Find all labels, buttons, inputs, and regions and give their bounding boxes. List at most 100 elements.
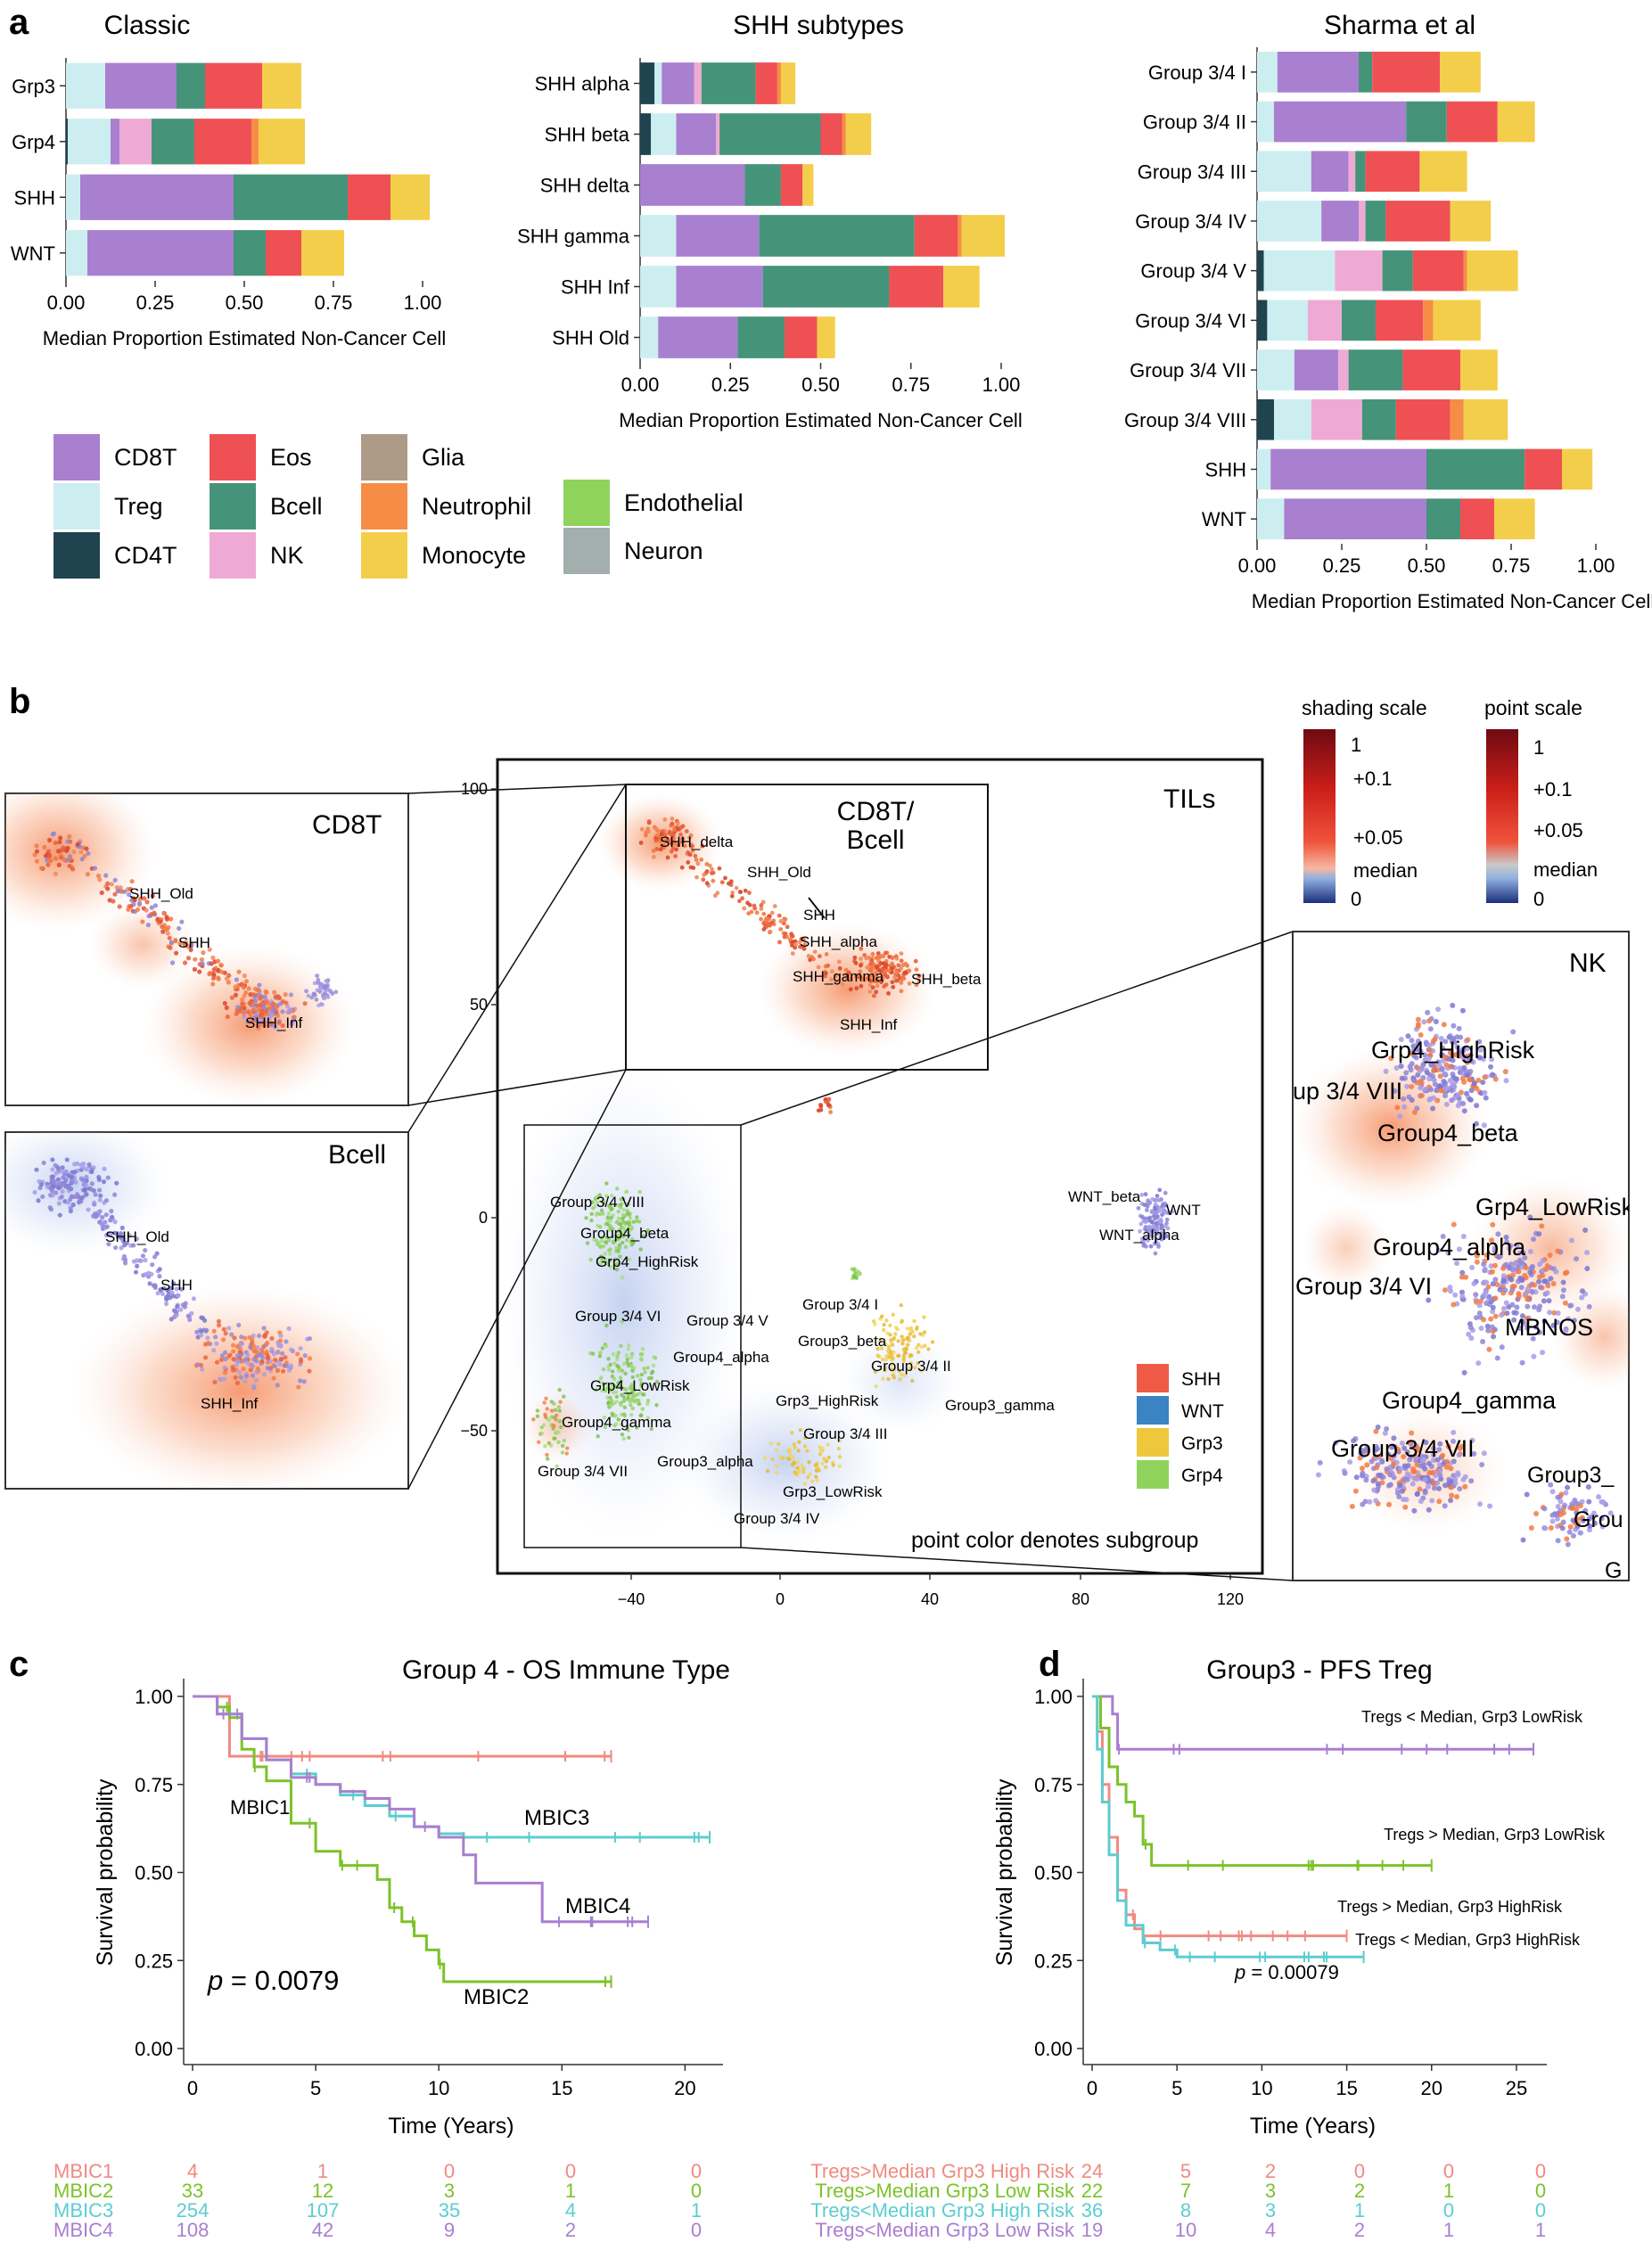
point — [645, 1228, 650, 1233]
point-scale-label: median — [1533, 858, 1598, 881]
point — [552, 1415, 556, 1420]
point — [78, 850, 84, 855]
point — [734, 885, 739, 891]
barA2-bar-CD8T — [676, 215, 760, 257]
point — [220, 1337, 226, 1343]
point — [270, 1008, 275, 1014]
point — [654, 846, 660, 851]
point — [229, 1332, 234, 1337]
point — [868, 978, 873, 983]
point — [127, 891, 132, 898]
point — [1590, 1510, 1597, 1516]
point — [1462, 1483, 1468, 1490]
subgroup-swatch-Grp4 — [1137, 1460, 1169, 1489]
point — [619, 1422, 623, 1427]
point — [53, 1190, 59, 1195]
point — [620, 1276, 625, 1280]
point — [627, 1222, 631, 1227]
nk-label: Group3_ — [1527, 1463, 1615, 1488]
point — [602, 1416, 607, 1420]
barA2-title: SHH subtypes — [733, 11, 904, 40]
point — [884, 1357, 889, 1362]
kmC-xlabel: Time (Years) — [388, 2114, 514, 2139]
point — [1428, 1087, 1434, 1093]
point — [1153, 1251, 1158, 1256]
point — [1489, 1237, 1495, 1244]
point — [1451, 1429, 1457, 1435]
point — [1426, 1042, 1433, 1048]
point — [850, 1267, 854, 1271]
point — [598, 1261, 603, 1266]
point — [1525, 1286, 1531, 1293]
point — [618, 1254, 622, 1259]
point — [711, 870, 716, 875]
point — [1391, 1461, 1397, 1467]
point — [658, 847, 663, 852]
subgroup-swatch-SHH — [1137, 1364, 1169, 1392]
point — [892, 1350, 896, 1355]
point — [1451, 1438, 1457, 1444]
point — [1387, 1472, 1393, 1478]
point — [298, 1345, 303, 1351]
point — [138, 1258, 144, 1264]
point — [242, 973, 247, 979]
barA3-category: Group 3/4 VI — [1135, 309, 1246, 332]
point — [222, 1350, 228, 1355]
point — [214, 1341, 219, 1346]
point — [1375, 1481, 1381, 1487]
point — [200, 1367, 205, 1372]
point — [588, 1351, 593, 1356]
point — [628, 1216, 633, 1220]
point — [1401, 1475, 1408, 1482]
shading-scale-label: median — [1353, 859, 1418, 882]
point — [1430, 1061, 1436, 1067]
point — [1584, 1250, 1590, 1256]
point — [629, 1384, 634, 1389]
point — [1406, 1440, 1412, 1446]
kmD-title: Group3 - PFS Treg — [1206, 1655, 1432, 1685]
point — [241, 1366, 246, 1372]
point — [211, 1348, 217, 1353]
point — [1423, 1440, 1429, 1446]
point — [549, 1408, 555, 1413]
point — [143, 1247, 148, 1253]
point — [1373, 1428, 1379, 1434]
barA3-bar-CD8T — [1311, 151, 1349, 193]
point — [1481, 1122, 1487, 1129]
point — [233, 992, 239, 998]
point — [1490, 1328, 1496, 1334]
point — [896, 1353, 900, 1359]
point — [200, 961, 205, 966]
point — [1459, 1007, 1466, 1014]
point — [65, 839, 70, 844]
point — [759, 916, 763, 922]
point — [1566, 1529, 1573, 1535]
point — [1474, 1315, 1480, 1321]
point — [86, 1163, 92, 1169]
point — [56, 1201, 62, 1206]
point — [621, 1208, 627, 1212]
point — [1419, 1458, 1426, 1464]
point — [867, 989, 873, 994]
point — [251, 1383, 257, 1389]
point — [879, 1346, 884, 1351]
point — [606, 1237, 612, 1243]
point — [1417, 1486, 1423, 1492]
point — [288, 1347, 294, 1352]
kmC-pvalue: p = 0.0079 — [207, 1965, 339, 1996]
point — [267, 1359, 273, 1364]
point — [32, 1189, 37, 1195]
point — [896, 963, 901, 968]
point — [1425, 1009, 1431, 1015]
point — [97, 877, 103, 883]
point — [221, 1326, 226, 1332]
barA1-xtick: 0.25 — [136, 292, 175, 314]
point — [1557, 1499, 1564, 1505]
point — [800, 1463, 804, 1468]
barA1-bar-Neutrophil — [251, 119, 259, 165]
point — [50, 832, 55, 837]
point — [704, 881, 710, 886]
point — [859, 957, 864, 961]
point — [240, 997, 245, 1003]
point — [1489, 1072, 1495, 1079]
